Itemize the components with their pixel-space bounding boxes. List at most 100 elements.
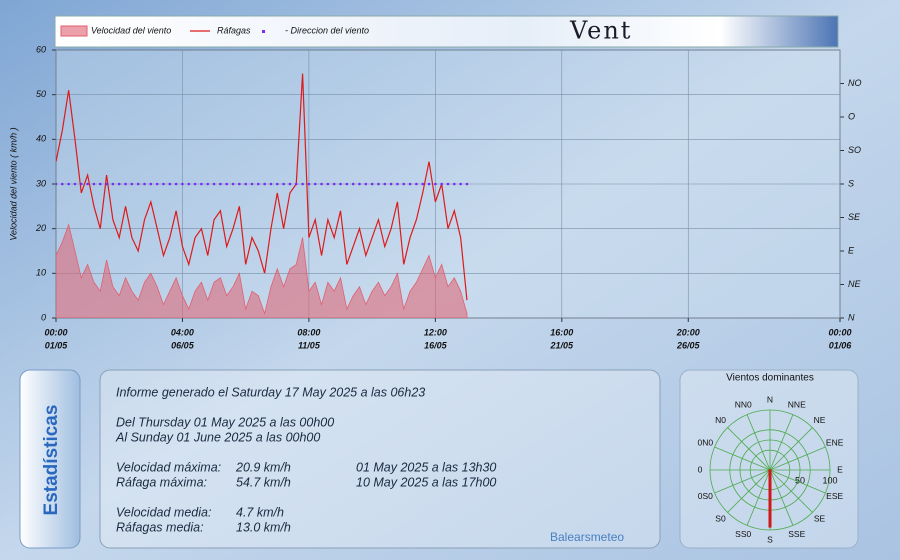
direction-point [294,182,298,186]
direction-point [377,182,380,186]
direction-point [282,182,285,186]
x-tick-time: 00:00 [828,327,851,337]
stats-cell: Ráfagas media: [116,520,204,534]
direction-point [351,182,355,186]
rose-spoke [769,427,813,471]
direction-point [105,182,108,186]
direction-point [187,182,191,186]
rose-spoke [714,446,771,471]
direction-point [408,182,412,186]
stats-to: Al Sunday 01 June 2025 a las 00h00 [115,430,320,444]
x-tick-date: 01/06 [829,340,853,350]
direction-point [206,182,210,186]
stats-footer: Balearsmeteo [550,530,624,544]
legend-label: Velocidad del viento [91,25,171,35]
direction-point [326,182,330,186]
direction-point [111,182,115,186]
rose-direction-label: NNE [788,400,806,410]
direction-point [364,182,368,186]
direction-point [92,182,96,186]
stats-cell: Ráfaga máxima: [116,475,207,489]
direction-point [415,182,418,186]
legend-swatch [262,30,265,33]
rose-spoke [769,446,826,471]
rose-direction-label: N [767,394,773,404]
rose-spoke [769,469,813,513]
direction-point [370,182,374,186]
x-tick-date: 26/05 [676,340,701,350]
y2-tick-label: O [848,111,855,121]
x-tick-time: 12:00 [424,327,447,337]
rose-direction-label: N0 [715,415,726,425]
stats-cell: 20.9 km/h [235,460,291,474]
direction-point [231,182,235,186]
stats-cell: Velocidad máxima: [116,460,221,474]
rose-spoke [746,469,771,526]
y-tick-label: 10 [36,268,46,278]
rose-spoke [714,469,771,494]
stats-cell: 01 May 2025 a las 13h30 [356,460,496,474]
direction-point [434,182,437,186]
header-title: Vent [569,17,632,45]
direction-point [427,182,431,186]
rose-spoke [727,469,771,513]
direction-point [162,182,165,186]
direction-point [345,182,349,186]
rose-direction-label: 0 [698,464,703,474]
legend-swatch [60,25,88,37]
direction-point [149,182,153,186]
legend-label: - Direccion del viento [285,25,369,35]
y2-tick-label: SO [848,145,861,155]
rose-spoke [769,469,826,494]
direction-point [86,182,89,186]
direction-point [200,182,203,186]
y2-tick-label: NO [848,78,862,88]
stats-from: Del Thursday 01 May 2025 a las 00h00 [116,415,334,429]
direction-point [332,182,336,186]
x-tick-time: 00:00 [44,327,67,337]
direction-point [402,182,406,186]
y2-tick-label: NE [848,279,861,289]
y2-tick-label: SE [848,212,861,222]
rose-direction-label: SSE [788,529,805,539]
y2-tick-label: N [848,312,855,322]
direction-point [56,182,58,186]
rose-direction-label: NE [814,415,826,425]
direction-point [73,182,77,186]
stats-cell: 54.7 km/h [236,475,291,489]
direction-point [61,182,64,186]
direction-point [320,182,323,186]
y-tick-label: 40 [36,134,46,144]
direction-point [313,182,317,186]
rose-tick-label: 50 [795,475,805,485]
y-axis-label: Velocidad del viento ( km/h ) [8,127,18,240]
direction-point [225,182,229,186]
y2-tick-label: E [848,245,855,255]
direction-point [288,182,292,186]
direction-point [339,182,342,186]
rose-spoke [769,469,794,526]
rose-direction-label: SE [814,514,826,524]
stats-cell: Velocidad media: [116,505,211,519]
rose-direction-label: SS0 [735,529,751,539]
legend-label: Ráfagas [217,25,251,35]
direction-point [257,182,260,186]
direction-point [269,182,273,186]
direction-point [250,182,254,186]
rose-direction-label: 0S0 [698,491,713,501]
direction-point [219,182,222,186]
direction-point [307,182,311,186]
x-tick-time: 04:00 [171,327,194,337]
direction-point [383,182,387,186]
rose-direction-label: E [837,464,843,474]
gust-line [56,73,468,301]
rose-direction-label: ENE [826,437,844,447]
x-tick-date: 21/05 [550,340,575,350]
direction-point [421,182,425,186]
stats-cell: 4.7 km/h [236,505,284,519]
rose-spoke [746,414,771,471]
x-tick-date: 06/05 [171,340,195,350]
rose-direction-label: S0 [715,514,726,524]
direction-point [238,182,241,186]
direction-point [117,182,121,186]
